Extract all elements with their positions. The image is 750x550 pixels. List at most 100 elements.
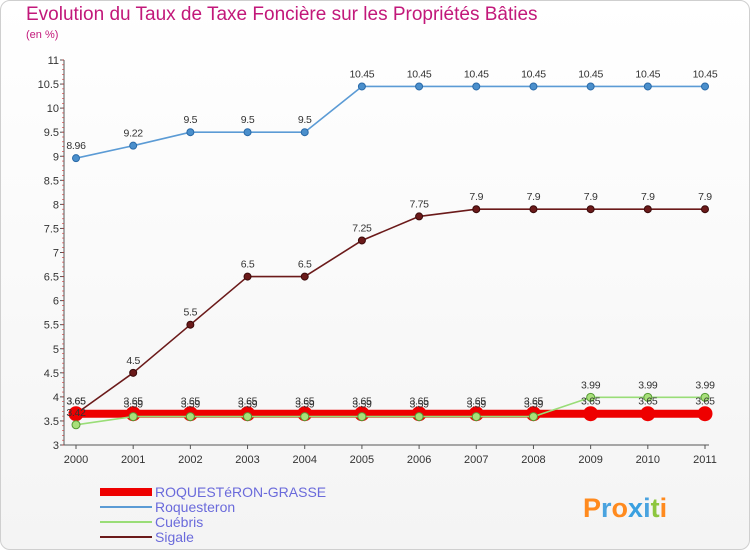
data-label: 7.9 [641, 191, 655, 203]
proxiti-logo: Proxiti [583, 493, 667, 523]
data-label: 3.65 [467, 396, 487, 408]
x-tick-label: 2003 [235, 454, 259, 466]
data-point [243, 272, 252, 281]
data-label: 3.59 [524, 399, 544, 411]
data-label: 3.65 [638, 396, 658, 408]
data-label: 4.5 [126, 355, 140, 367]
series-line [75, 208, 705, 415]
x-tick-label: 2011 [693, 454, 717, 466]
legend-label: Sigale [155, 529, 194, 545]
data-label: 10.45 [407, 68, 432, 80]
series-line [75, 85, 705, 159]
data-label: 3.65 [124, 396, 144, 408]
data-label: 9.22 [124, 128, 144, 140]
data-label: 3.65 [66, 396, 86, 408]
x-tick-label: 2002 [178, 454, 202, 466]
x-tick-label: 2000 [64, 454, 88, 466]
legend-label: Roquesteron [155, 499, 235, 515]
data-point [357, 236, 366, 245]
y-tick-label: 7.5 [44, 223, 59, 235]
data-label: 3.99 [695, 379, 715, 391]
data-point [415, 212, 424, 221]
y-tick-label: 8 [53, 199, 59, 211]
data-point [643, 392, 653, 402]
data-point [700, 392, 710, 402]
data-point [243, 128, 252, 137]
data-label: 7.9 [469, 191, 483, 203]
data-point [415, 82, 424, 91]
data-point [128, 412, 138, 422]
data-point [529, 82, 538, 91]
x-tick-label: 2007 [464, 454, 488, 466]
data-point [701, 205, 709, 214]
data-label: 6.5 [298, 259, 312, 271]
data-label: 3.65 [181, 396, 201, 408]
data-label: 3.65 [295, 396, 315, 408]
data-label: 10.45 [350, 68, 375, 80]
data-label: 9.5 [241, 114, 255, 126]
data-label: 5.5 [184, 307, 198, 319]
y-tick-label: 6 [53, 296, 59, 308]
data-label: 3.65 [409, 396, 429, 408]
data-point [697, 406, 713, 422]
y-tick-label: 10 [47, 103, 59, 115]
data-label: 3.65 [66, 396, 86, 408]
data-label: 9.5 [184, 114, 198, 126]
y-tick-label: 5.5 [44, 320, 59, 332]
y-tick-label: 9 [53, 151, 59, 163]
data-point [528, 412, 538, 422]
x-tick-label: 2005 [350, 454, 374, 466]
data-label: 10.45 [464, 68, 489, 80]
data-point [357, 82, 366, 91]
data-label: 10.45 [521, 68, 546, 80]
legend-label: ROQUESTéRON-GRASSE [155, 484, 326, 500]
data-point [185, 412, 195, 422]
data-label: 3.59 [238, 399, 258, 411]
y-tick-label: 3.5 [44, 416, 59, 428]
chart-unit-label: (en %) [26, 29, 59, 41]
data-point [300, 272, 309, 281]
data-label: 3.65 [524, 396, 544, 408]
y-tick-label: 5 [53, 344, 59, 356]
data-label: 10.45 [578, 68, 603, 80]
data-point [643, 82, 652, 91]
data-label: 7.9 [584, 191, 598, 203]
y-tick-label: 4 [53, 392, 59, 404]
x-tick-label: 2006 [407, 454, 431, 466]
data-label: 3.99 [581, 379, 601, 391]
legend-label: Cuébris [155, 514, 203, 530]
data-label: 7.75 [409, 198, 429, 210]
data-point [186, 320, 195, 329]
data-point [586, 205, 595, 214]
data-point [472, 82, 481, 91]
y-tick-label: 6.5 [44, 272, 59, 284]
data-label: 3.59 [467, 399, 487, 411]
y-tick-label: 4.5 [44, 368, 59, 380]
data-point [243, 412, 253, 422]
data-label: 3.42 [66, 407, 86, 419]
data-label: 8.96 [66, 140, 86, 152]
data-point [583, 406, 599, 422]
x-tick-label: 2001 [121, 454, 145, 466]
data-point [586, 392, 596, 402]
data-point [300, 412, 310, 422]
data-label: 3.65 [581, 396, 601, 408]
data-point [472, 205, 481, 214]
data-label: 7.25 [352, 222, 372, 234]
y-tick-label: 11 [48, 55, 59, 67]
data-point [129, 368, 138, 377]
x-tick-label: 2010 [636, 454, 660, 466]
data-label: 9.5 [298, 114, 312, 126]
data-point [643, 205, 652, 214]
data-label: 3.59 [295, 399, 315, 411]
data-label: 3.59 [352, 399, 372, 411]
data-point [357, 412, 367, 422]
data-point [186, 128, 195, 137]
y-tick-label: 10.5 [38, 79, 59, 91]
data-point [300, 128, 309, 137]
data-point [529, 205, 538, 214]
y-tick-label: 3 [53, 440, 59, 452]
x-tick-label: 2004 [292, 454, 316, 466]
